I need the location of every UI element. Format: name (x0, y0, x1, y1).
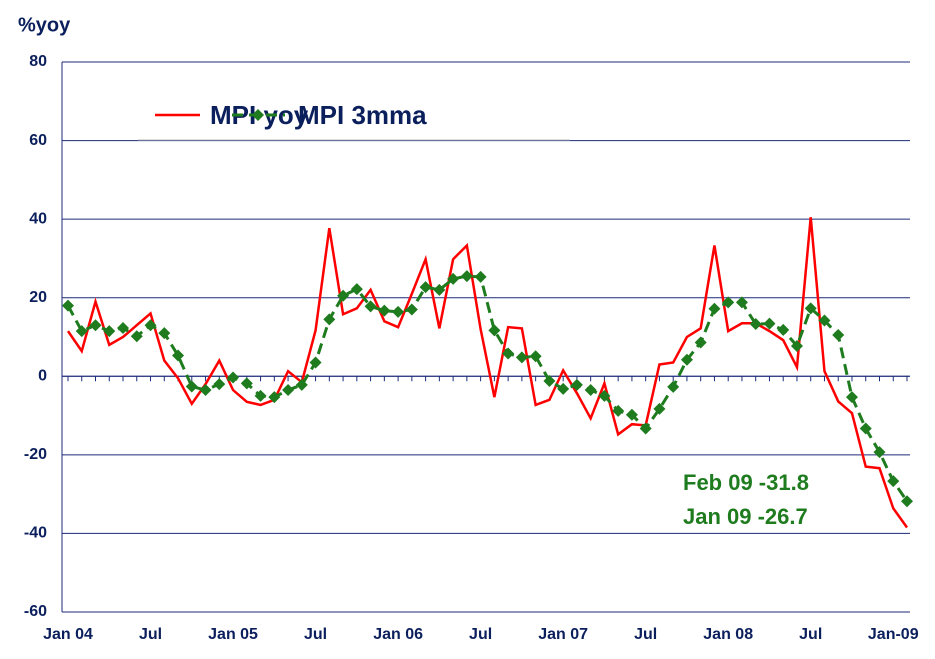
legend-box (138, 92, 570, 139)
marker (804, 302, 817, 315)
marker (419, 281, 432, 294)
series-line (66, 217, 909, 529)
marker (598, 389, 611, 402)
x-tick-label: Jan-09 (868, 626, 919, 643)
marker (213, 378, 226, 391)
x-tick-label: Jan 07 (538, 626, 588, 643)
marker (832, 329, 845, 342)
marker (130, 330, 143, 343)
y-tick-label: 20 (29, 289, 47, 306)
marker (309, 356, 322, 369)
marker (873, 446, 886, 459)
marker (268, 391, 281, 404)
marker (364, 300, 377, 313)
marker (790, 340, 803, 353)
marker (89, 319, 102, 332)
marker (323, 313, 336, 326)
marker (763, 317, 776, 330)
marker (240, 377, 253, 390)
marker (502, 347, 515, 360)
marker (488, 324, 501, 337)
y-tick-label: -20 (24, 446, 47, 463)
marker (350, 283, 363, 296)
marker (777, 323, 790, 336)
marker (282, 384, 295, 397)
marker (460, 270, 473, 283)
y-tick-label: -60 (24, 603, 47, 620)
marker (529, 350, 542, 363)
marker (515, 351, 528, 364)
x-tick-label: Jan 05 (208, 626, 258, 643)
y-tick-label: 0 (38, 368, 47, 385)
marker (144, 319, 157, 332)
legend-marker (252, 109, 264, 121)
marker (680, 353, 693, 366)
annotation: Jan 09 -26.7 (683, 504, 808, 529)
legend-label: MPI 3mma (298, 100, 427, 130)
marker (378, 304, 391, 317)
x-tick-label: Jul (799, 626, 822, 643)
marker (405, 303, 418, 316)
marker (887, 475, 900, 488)
marker (667, 380, 680, 393)
marker (392, 305, 405, 318)
marker (295, 378, 308, 391)
marker (749, 318, 762, 331)
marker (158, 327, 171, 340)
marker (103, 325, 116, 338)
marker (818, 314, 831, 327)
x-tick-label: Jan 08 (703, 626, 753, 643)
marker (625, 408, 638, 421)
marker (584, 384, 597, 397)
marker (185, 380, 198, 393)
marker (75, 325, 88, 338)
marker (254, 389, 267, 402)
marker (570, 378, 583, 391)
marker (722, 296, 735, 309)
marker (653, 402, 666, 415)
x-tick-label: Jul (469, 626, 492, 643)
y-tick-label: 60 (29, 132, 47, 149)
marker (337, 289, 350, 302)
marker (557, 382, 570, 395)
marker (735, 296, 748, 309)
marker (227, 371, 240, 384)
y-tick-label: 80 (29, 53, 47, 70)
y-axis-label: %yoy (18, 14, 71, 36)
x-tick-label: Jul (304, 626, 327, 643)
x-tick-label: Jul (634, 626, 657, 643)
annotation: Feb 09 -31.8 (683, 470, 809, 495)
y-tick-label: -40 (24, 525, 47, 542)
marker (117, 321, 130, 334)
marker (639, 422, 652, 435)
marker (708, 302, 721, 315)
y-tick-label: 40 (29, 210, 47, 227)
marker (433, 283, 446, 296)
marker (172, 349, 185, 362)
x-tick-label: Jan 04 (43, 626, 93, 643)
marker (901, 495, 913, 508)
marker (199, 384, 212, 397)
x-tick-label: Jan 06 (373, 626, 423, 643)
marker (694, 336, 707, 349)
marker (859, 422, 872, 435)
marker (845, 391, 858, 404)
x-tick-label: Jul (139, 626, 162, 643)
marker (474, 270, 487, 283)
marker (62, 299, 74, 312)
marker (447, 272, 460, 285)
marker (612, 404, 625, 417)
marker (543, 375, 556, 387)
